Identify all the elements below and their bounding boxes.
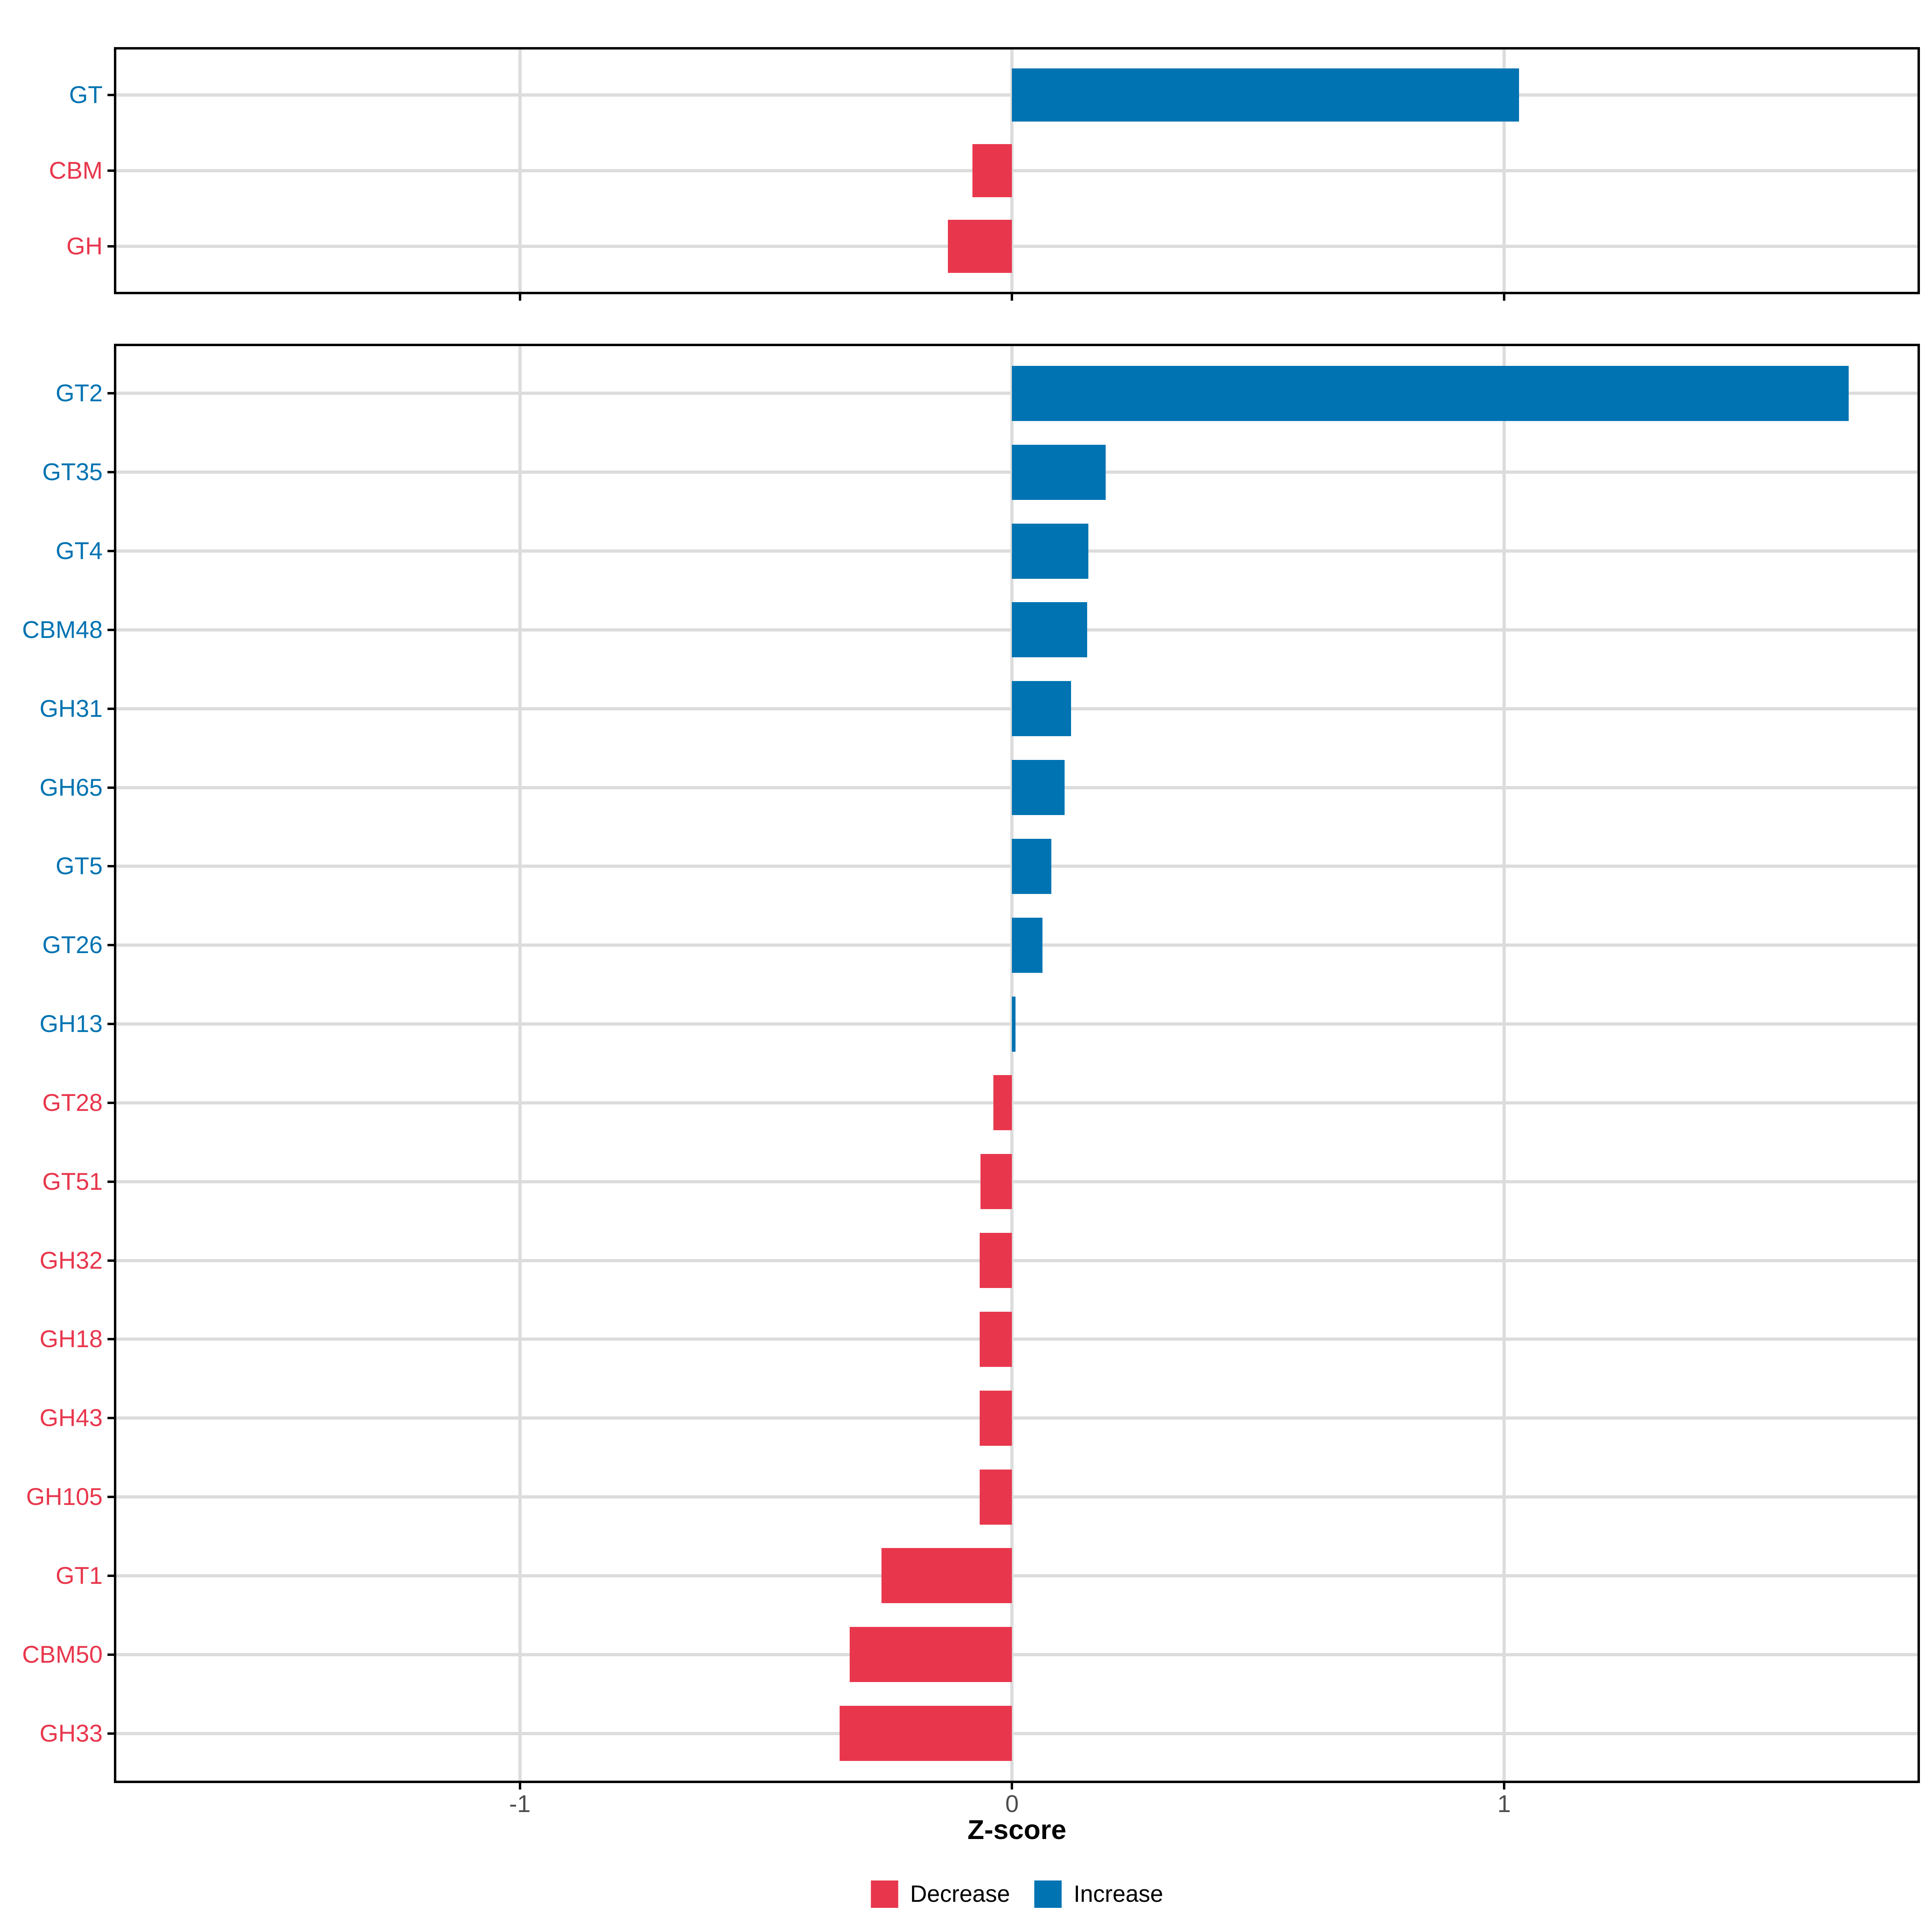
y-axis-tick-GH33 <box>107 1732 114 1735</box>
x-axis-title: Z-score <box>967 1814 1067 1845</box>
y-axis-label-GT26: GT26 <box>42 931 103 959</box>
h-gridline-GH <box>116 245 1918 248</box>
x-axis-tick-0-panel0 <box>1011 294 1013 301</box>
bar-GT35 <box>1012 444 1106 500</box>
x-axis-tick-label-1: 1 <box>1497 1790 1511 1817</box>
bar-GT4 <box>1012 523 1088 579</box>
x-axis-tick-label-0: 0 <box>1005 1790 1019 1817</box>
increase-swatch-icon <box>1034 1880 1062 1908</box>
y-axis-label-GT35: GT35 <box>42 458 103 486</box>
bar-GT26 <box>1012 917 1043 973</box>
y-axis-label-GH32: GH32 <box>39 1247 103 1274</box>
y-axis-label-GT5: GT5 <box>56 852 103 880</box>
y-axis-tick-GH <box>107 245 114 248</box>
bar-GH33 <box>840 1706 1012 1761</box>
legend-label-increase: Increase <box>1073 1881 1163 1907</box>
y-axis-tick-GT28 <box>107 1101 114 1104</box>
y-axis-label-GT51: GT51 <box>42 1168 103 1195</box>
y-axis-tick-GH32 <box>107 1259 114 1262</box>
h-gridline-GH105 <box>116 1495 1918 1499</box>
x-axis-tick-0-panel1 <box>1011 1783 1013 1790</box>
h-gridline-GH33 <box>116 1732 1918 1735</box>
v-gridline-1 <box>1502 346 1506 1781</box>
h-gridline-GH18 <box>116 1338 1918 1341</box>
bar-GT51 <box>980 1154 1012 1210</box>
y-axis-label-CBM50: CBM50 <box>22 1641 103 1668</box>
y-axis-label-CBM48: CBM48 <box>22 616 103 643</box>
bar-GH18 <box>979 1311 1012 1367</box>
bar-CBM <box>972 144 1012 197</box>
v-gridline--1 <box>518 346 522 1781</box>
y-axis-label-GH18: GH18 <box>39 1325 103 1353</box>
y-axis-tick-CBM50 <box>107 1653 114 1656</box>
y-axis-tick-GT <box>107 93 114 96</box>
bar-GH13 <box>1012 996 1016 1052</box>
legend: Decrease Increase <box>871 1880 1163 1908</box>
y-axis-label-GH33: GH33 <box>39 1719 103 1747</box>
x-axis-tick-1-panel0 <box>1503 294 1505 301</box>
x-axis-tick-label--1: -1 <box>509 1790 531 1817</box>
y-axis-label-GT: GT <box>69 81 103 108</box>
x-axis-tick-1-panel1 <box>1503 1783 1505 1790</box>
h-gridline-GT28 <box>116 1101 1918 1104</box>
h-gridline-GT51 <box>116 1180 1918 1183</box>
y-axis-tick-GT5 <box>107 865 114 868</box>
y-axis-label-GH105: GH105 <box>26 1483 103 1511</box>
y-axis-label-GH31: GH31 <box>39 695 103 722</box>
y-axis-tick-GT4 <box>107 550 114 553</box>
y-axis-label-GH43: GH43 <box>39 1404 103 1432</box>
decrease-swatch-icon <box>871 1880 898 1908</box>
y-axis-tick-CBM48 <box>107 628 114 631</box>
y-axis-tick-GH43 <box>107 1417 114 1420</box>
y-axis-label-GH13: GH13 <box>39 1010 103 1038</box>
bar-GH <box>948 220 1012 273</box>
legend-item-decrease: Decrease <box>871 1880 1010 1908</box>
bar-GT28 <box>993 1075 1012 1131</box>
bar-GH105 <box>979 1469 1012 1525</box>
legend-item-increase: Increase <box>1034 1880 1163 1908</box>
bar-GT1 <box>881 1548 1012 1604</box>
bar-CBM50 <box>849 1627 1012 1682</box>
h-gridline-GH32 <box>116 1259 1918 1262</box>
bar-GH31 <box>1012 681 1071 737</box>
y-axis-tick-GH31 <box>107 707 114 710</box>
y-axis-tick-GT2 <box>107 392 114 395</box>
h-gridline-GH13 <box>116 1022 1918 1026</box>
y-axis-label-GT2: GT2 <box>56 380 103 407</box>
h-gridline-CBM50 <box>116 1653 1918 1656</box>
bar-GH43 <box>979 1390 1012 1446</box>
y-axis-tick-GT26 <box>107 944 114 947</box>
y-axis-tick-GT51 <box>107 1180 114 1183</box>
legend-label-decrease: Decrease <box>910 1881 1010 1907</box>
h-gridline-GH43 <box>116 1416 1918 1420</box>
bar-GT5 <box>1012 838 1052 894</box>
bar-CBM48 <box>1012 602 1088 658</box>
y-axis-label-GT4: GT4 <box>56 537 103 565</box>
y-axis-tick-GT35 <box>107 471 114 474</box>
y-axis-label-GT1: GT1 <box>56 1562 103 1589</box>
y-axis-tick-GH105 <box>107 1496 114 1499</box>
y-axis-tick-GH18 <box>107 1338 114 1341</box>
y-axis-tick-GH65 <box>107 786 114 789</box>
bar-GH65 <box>1012 760 1065 815</box>
bar-GT2 <box>1012 365 1849 421</box>
y-axis-label-GT28: GT28 <box>42 1089 103 1116</box>
y-axis-tick-CBM <box>107 169 114 172</box>
y-axis-label-CBM: CBM <box>49 157 103 184</box>
h-gridline-CBM <box>116 169 1918 172</box>
x-axis-tick--1-panel0 <box>518 294 521 301</box>
bar-GH32 <box>979 1233 1012 1288</box>
panel-cazyme-families <box>114 344 1920 1783</box>
h-gridline-GT1 <box>116 1574 1918 1577</box>
v-gridline-0 <box>1010 346 1014 1781</box>
y-axis-tick-GT1 <box>107 1574 114 1577</box>
bar-GT <box>1012 68 1519 122</box>
y-axis-label-GH: GH <box>66 233 103 260</box>
panel-cazyme-classes <box>114 47 1920 294</box>
y-axis-label-GH65: GH65 <box>39 774 103 801</box>
x-axis-tick--1-panel1 <box>518 1783 521 1790</box>
y-axis-tick-GH13 <box>107 1023 114 1026</box>
